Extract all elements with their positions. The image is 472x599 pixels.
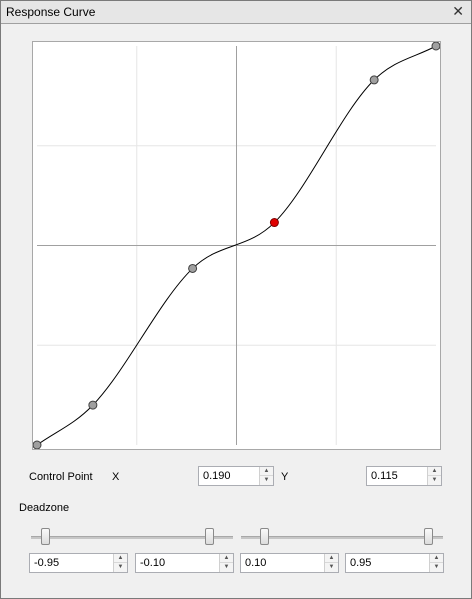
spin-buttons: ▲ ▼ [429,554,443,572]
slider-handle-high[interactable] [424,528,434,545]
spin-up-arrow-icon[interactable]: ▲ [430,554,443,563]
deadzone-negative-high-spinbox[interactable]: -0.10 ▲ ▼ [135,553,234,573]
slider-track [31,536,233,539]
response-curve-plot[interactable] [32,41,441,450]
deadzone-negative-low-spinbox[interactable]: -0.95 ▲ ▼ [29,553,128,573]
control-point-x-label: X [112,471,120,483]
spin-down-arrow-icon[interactable]: ▼ [328,564,335,570]
curve-canvas[interactable] [33,42,440,449]
spin-down-arrow-icon[interactable]: ▼ [431,477,438,483]
spin-up-arrow-icon[interactable]: ▲ [220,554,233,563]
deadzone-positive-slider[interactable] [241,527,443,547]
slider-handle-high[interactable] [204,528,214,545]
title-bar: Response Curve ✕ [1,1,471,24]
spin-buttons: ▲ ▼ [113,554,127,572]
slider-handle-low[interactable] [260,528,270,545]
control-point-x-spinbox[interactable]: 0.190 ▲ ▼ [198,466,274,486]
slider-handle-low[interactable] [40,528,50,545]
spin-up-arrow-icon[interactable]: ▲ [325,554,338,563]
control-point[interactable] [431,42,440,51]
control-point[interactable] [88,400,98,410]
deadzone-negative-low-value[interactable]: -0.95 [34,557,60,569]
control-point-selected[interactable] [269,218,279,228]
close-icon[interactable]: ✕ [452,3,464,19]
spin-down-arrow-icon[interactable]: ▼ [433,564,440,570]
spin-buttons: ▲ ▼ [219,554,233,572]
control-point-y-label: Y [281,471,289,483]
spin-down-arrow-icon[interactable]: ▼ [263,477,270,483]
spin-up-arrow-icon[interactable]: ▲ [114,554,127,563]
control-point-y-spinbox[interactable]: 0.115 ▲ ▼ [366,466,442,486]
spin-buttons: ▲ ▼ [324,554,338,572]
window-title: Response Curve [6,5,96,19]
deadzone-positive-low-value[interactable]: 0.10 [245,557,267,569]
deadzone-negative-high-value[interactable]: -0.10 [140,557,166,569]
deadzone-label: Deadzone [19,502,70,514]
deadzone-positive-high-value[interactable]: 0.95 [350,557,372,569]
spin-up-arrow-icon[interactable]: ▲ [260,467,273,476]
control-point-y-value[interactable]: 0.115 [371,470,398,482]
control-point[interactable] [33,440,42,449]
control-point[interactable] [188,263,198,273]
spin-buttons: ▲ ▼ [427,467,441,485]
spin-buttons: ▲ ▼ [259,467,273,485]
spin-down-arrow-icon[interactable]: ▼ [223,564,230,570]
slider-track [241,536,443,539]
deadzone-positive-high-spinbox[interactable]: 0.95 ▲ ▼ [345,553,444,573]
spin-down-arrow-icon[interactable]: ▼ [117,564,124,570]
deadzone-positive-low-spinbox[interactable]: 0.10 ▲ ▼ [240,553,339,573]
deadzone-negative-slider[interactable] [31,527,233,547]
spin-up-arrow-icon[interactable]: ▲ [428,467,441,476]
control-point-label: Control Point [29,471,93,483]
control-point[interactable] [369,75,379,85]
control-point-x-value[interactable]: 0.190 [203,470,231,482]
